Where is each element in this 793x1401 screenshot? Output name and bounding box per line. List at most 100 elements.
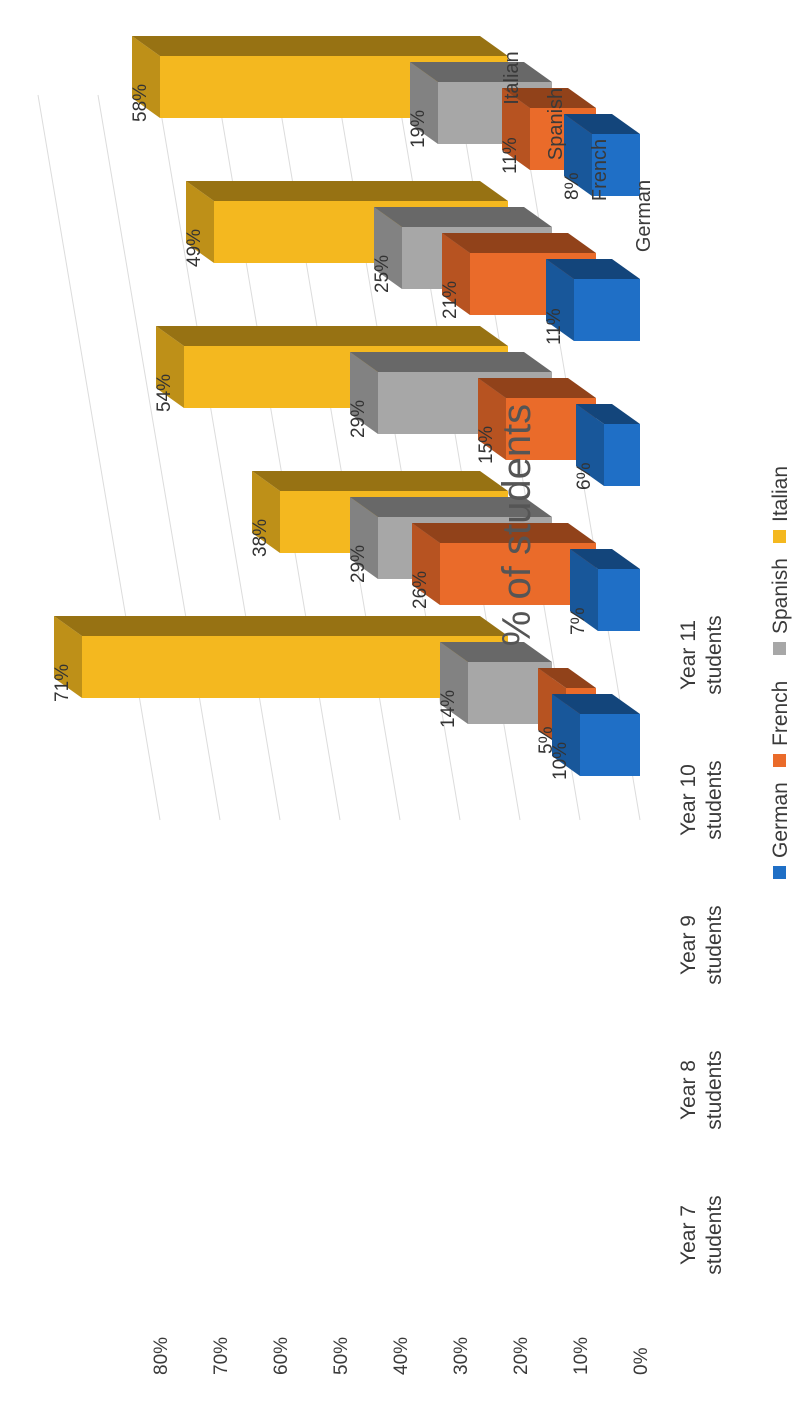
bar-cap-face — [412, 523, 440, 605]
bar-cap-face — [54, 616, 82, 698]
bar-cap-face — [564, 114, 592, 196]
bar-front-face — [604, 424, 640, 486]
bar-cap-face — [252, 471, 280, 553]
y-tick-label: 10% — [571, 1337, 592, 1375]
data-label: 25% — [372, 255, 393, 293]
data-label: 29% — [348, 545, 369, 583]
bar-side-face — [564, 114, 640, 134]
y-tick-label: 60% — [271, 1337, 292, 1375]
bar-cap-face — [552, 694, 580, 776]
data-label: 71% — [52, 664, 73, 702]
category-label: students — [703, 615, 726, 694]
bar-german-4 — [546, 259, 640, 341]
bar-side-face — [350, 352, 552, 372]
bar-side-face — [478, 378, 596, 398]
data-label: 15% — [476, 426, 497, 464]
bar-side-face — [54, 616, 508, 636]
data-label: 11% — [544, 308, 565, 345]
bar-side-face — [440, 642, 552, 662]
depth-axis-label: Italian — [501, 51, 523, 104]
legend-label: French — [769, 681, 792, 746]
bar-side-face — [576, 404, 640, 424]
bar-side-face — [552, 694, 640, 714]
bar-german-3 — [576, 404, 640, 486]
bar-cap-face — [374, 207, 402, 289]
data-label: 21% — [440, 281, 461, 319]
depth-axis-label: German — [633, 180, 655, 252]
bar-italian-1 — [54, 616, 508, 698]
bar-cap-face — [440, 642, 468, 724]
data-label: 11% — [500, 137, 521, 174]
bar-front-face — [574, 279, 640, 341]
category-label: students — [703, 1195, 726, 1274]
data-label: 6% — [574, 462, 595, 490]
legend-label: Spanish — [769, 558, 792, 634]
data-label: 54% — [154, 374, 175, 412]
category-label: Year 9 — [677, 915, 700, 975]
gridline — [157, 94, 281, 821]
category-label: Year 7 — [677, 1205, 700, 1265]
bar-side-face — [546, 259, 640, 279]
data-label: 26% — [410, 571, 431, 609]
bar-front-face — [580, 714, 640, 776]
data-label: 19% — [408, 110, 429, 148]
legend-swatch — [773, 754, 786, 767]
data-label: 8% — [562, 172, 583, 200]
bar-side-face — [156, 326, 508, 346]
bar-side-face — [412, 523, 596, 543]
legend-swatch — [773, 866, 786, 879]
depth-axis-label: Spanish — [545, 88, 567, 160]
chart-title-group: % of students — [495, 404, 539, 646]
bar-cap-face — [442, 233, 470, 315]
bar-front-face — [592, 134, 640, 196]
category-label: students — [703, 760, 726, 839]
bar-side-face — [570, 549, 640, 569]
bar-german-1 — [552, 694, 640, 776]
data-label: 49% — [184, 229, 205, 267]
data-label: 7% — [568, 607, 589, 635]
data-label: 29% — [348, 400, 369, 438]
legend-label: Italian — [769, 466, 792, 522]
bar-side-face — [442, 233, 596, 253]
bar-cap-face — [502, 88, 530, 170]
bars-layer — [54, 36, 640, 776]
bar-cap-face — [478, 378, 506, 460]
y-tick-label: 80% — [151, 1337, 172, 1375]
category-label: Year 11 — [677, 620, 700, 690]
y-tick-label: 40% — [391, 1337, 412, 1375]
legend-label: German — [769, 782, 792, 858]
bar-side-face — [186, 181, 508, 201]
data-label: 38% — [250, 519, 271, 557]
bar-cap-face — [350, 497, 378, 579]
y-tick-label: 0% — [631, 1347, 652, 1375]
data-label: 58% — [130, 84, 151, 122]
bar-side-face — [502, 88, 596, 108]
data-label: 5% — [536, 726, 557, 754]
axes-layer: 0%10%20%30%40%50%60%70%80%Year 7 students… — [151, 51, 726, 1375]
bar-front-face — [598, 569, 640, 631]
gridline — [97, 94, 221, 821]
bar-side-face — [374, 207, 552, 227]
bar-cap-face — [546, 259, 574, 341]
bar-cap-face — [570, 549, 598, 631]
category-label: students — [703, 1050, 726, 1129]
bar-cap-face — [186, 181, 214, 263]
category-label: Year 8 — [677, 1060, 700, 1120]
bar-front-face — [82, 636, 508, 698]
bar-german-5 — [564, 114, 640, 196]
bar-cap-face — [350, 352, 378, 434]
bar-german-2 — [570, 549, 640, 631]
legend-swatch — [773, 642, 786, 655]
category-label: Year 10 — [677, 764, 700, 836]
chart-title: % of students — [495, 404, 539, 646]
chart-legend: German French Spanish Italian — [769, 466, 792, 879]
chart-plot-area: 10% 7% 6% 11% 8% 5% 26% 15% 21% 11% 14% 29% 29% 25% 19… — [37, 36, 641, 821]
depth-axis-label: French — [589, 139, 611, 201]
y-tick-label: 70% — [211, 1337, 232, 1375]
gridline — [37, 94, 161, 821]
legend-swatch — [773, 530, 786, 543]
bar-cap-face — [156, 326, 184, 408]
bar-cap-face — [410, 62, 438, 144]
y-tick-label: 30% — [451, 1337, 472, 1375]
